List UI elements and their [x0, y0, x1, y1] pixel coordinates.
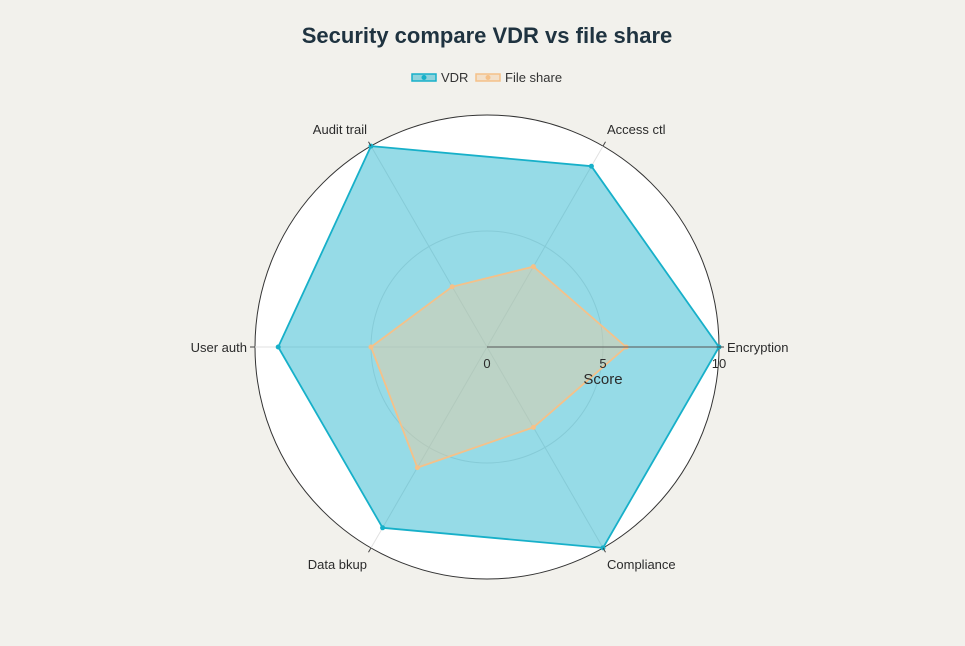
point-file-share-audit-trail[interactable] — [449, 284, 455, 290]
radial-tick-label-0: 0 — [483, 356, 490, 371]
chart-title: Security compare VDR vs file share — [302, 23, 673, 48]
legend-marker-file-share — [485, 75, 491, 80]
legend: VDR File share — [411, 70, 562, 85]
legend-marker-vdr — [421, 75, 427, 80]
angular-tick-data-bkup — [368, 547, 372, 553]
angular-axis: Encryption Access ctl Audit trail User auth… — [191, 122, 789, 572]
point-file-share-data-bkup[interactable] — [414, 465, 420, 471]
axis-label-user-auth: User auth — [191, 340, 247, 355]
angular-tick-compliance — [602, 547, 606, 553]
point-vdr-access-ctl[interactable] — [588, 163, 594, 169]
point-vdr-user-auth[interactable] — [275, 344, 281, 350]
legend-label-vdr: VDR — [441, 70, 468, 85]
radial-tick-label-10: 10 — [712, 356, 726, 371]
point-file-share-user-auth[interactable] — [368, 344, 374, 350]
point-vdr-compliance[interactable] — [600, 545, 606, 551]
legend-item-vdr[interactable]: VDR — [411, 70, 468, 85]
point-file-share-access-ctl[interactable] — [530, 264, 536, 270]
point-file-share-compliance[interactable] — [530, 424, 536, 430]
axis-label-audit-trail: Audit trail — [313, 122, 367, 137]
legend-item-file-share[interactable]: File share — [475, 70, 562, 85]
axis-label-compliance: Compliance — [607, 557, 676, 572]
legend-label-file-share: File share — [505, 70, 562, 85]
point-vdr-data-bkup[interactable] — [380, 525, 386, 531]
axis-label-encryption: Encryption — [727, 340, 788, 355]
angular-tick-access-ctl — [602, 141, 606, 147]
polar-area: Encryption Access ctl Audit trail User auth… — [191, 114, 789, 580]
axis-label-data-bkup: Data bkup — [308, 557, 367, 572]
point-vdr-audit-trail[interactable] — [368, 143, 374, 149]
axis-label-access-ctl: Access ctl — [607, 122, 666, 137]
radial-axis-title: Score — [583, 371, 622, 388]
radial-tick-label-5: 5 — [599, 356, 606, 371]
angular-tick-audit-trail — [368, 141, 372, 147]
radial-axis: 0 5 10 — [483, 356, 726, 371]
